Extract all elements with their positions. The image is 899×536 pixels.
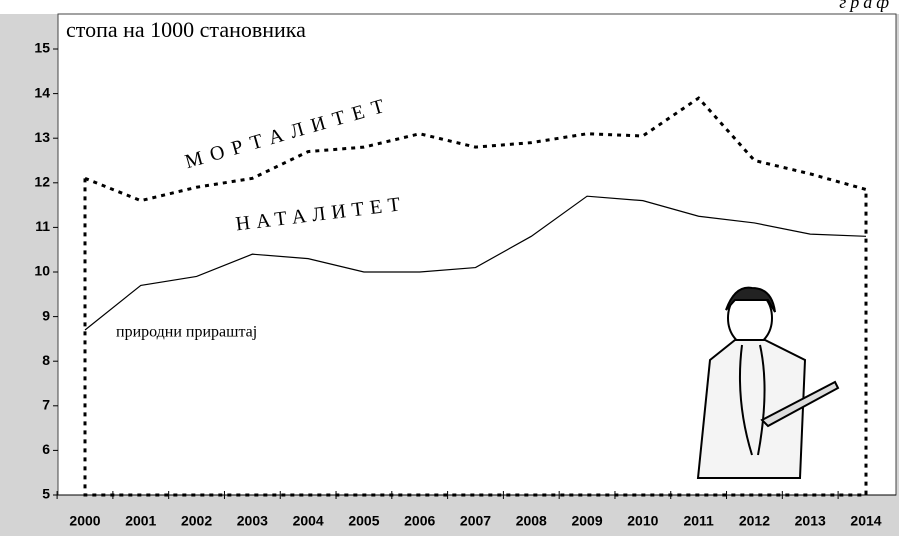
x-tick-label: 2009	[571, 513, 602, 529]
top-strip	[0, 0, 899, 14]
y-tick-label: 14	[34, 84, 50, 100]
y-tick-label: 10	[34, 263, 50, 279]
y-tick-label: 6	[42, 441, 50, 457]
doctor-illustration	[696, 286, 840, 479]
x-tick-label: 2008	[516, 513, 547, 529]
series-line	[84, 96, 867, 203]
corner-note: граф	[839, 0, 893, 12]
x-tick-label: 2002	[181, 513, 212, 529]
x-tick-label: 2007	[460, 513, 491, 529]
y-tick-label: 12	[34, 174, 50, 190]
x-tick-label: 2011	[683, 513, 714, 529]
x-tick-label: 2012	[739, 513, 770, 529]
x-tick-label: 2001	[125, 513, 156, 529]
y-tick-label: 15	[34, 40, 50, 56]
annotation: природни прираштај	[116, 324, 257, 341]
x-tick-label: 2006	[404, 513, 435, 529]
y-tick-label: 5	[42, 486, 50, 502]
y-tick-label: 8	[42, 352, 50, 368]
subtitle: стопа на 1000 становника	[66, 17, 306, 42]
x-tick-label: 2005	[348, 513, 379, 529]
x-tick-label: 2014	[850, 513, 881, 529]
series-line	[84, 195, 867, 331]
y-tick-label: 9	[42, 307, 50, 323]
x-tick-label: 2003	[237, 513, 268, 529]
y-tick-label: 7	[42, 397, 50, 413]
x-tick-label: 2013	[795, 513, 826, 529]
x-tick-label: 2010	[627, 513, 658, 529]
y-tick-label: 11	[35, 218, 50, 234]
y-tick-label: 13	[34, 129, 50, 145]
x-tick-label: 2004	[293, 513, 324, 529]
x-tick-label: 2000	[69, 513, 100, 529]
